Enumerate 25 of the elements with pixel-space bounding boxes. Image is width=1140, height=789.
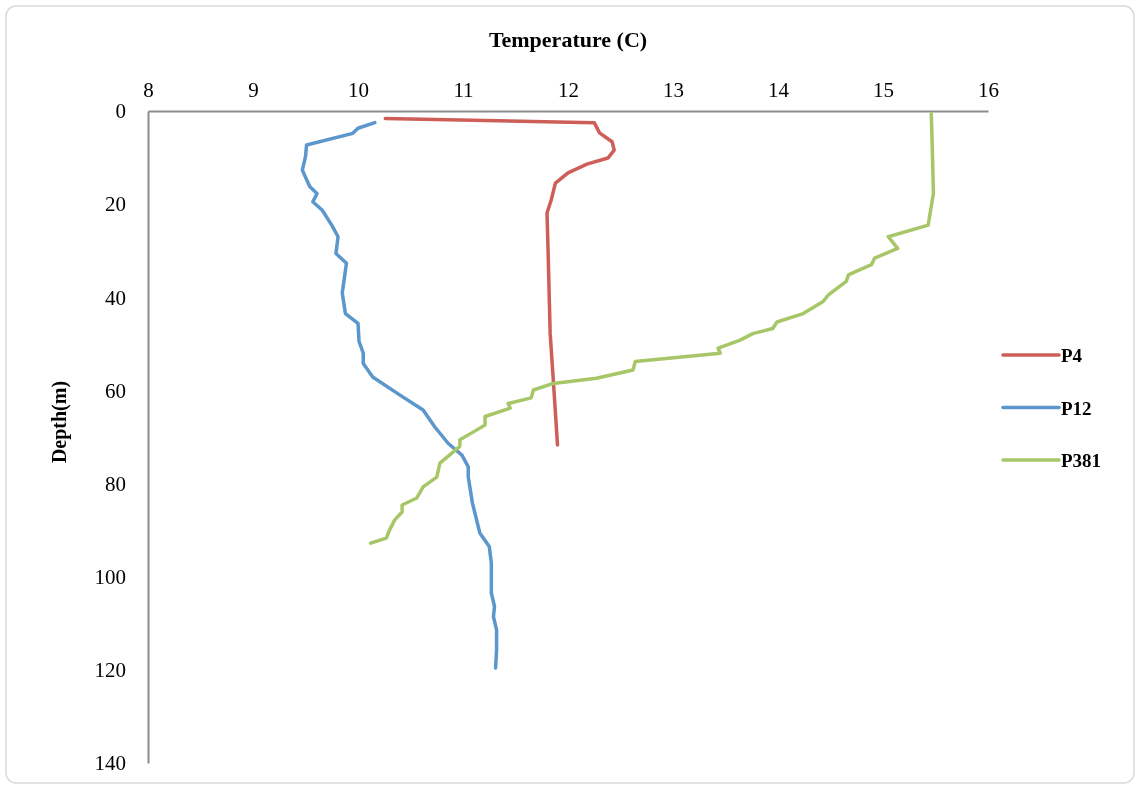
line-series [383,116,616,447]
x-tick-label: 11 [453,78,474,102]
x-tick-label: 15 [873,78,894,102]
x-tick-label: 12 [558,78,579,102]
y-tick-label: 140 [94,751,126,776]
legend-label: P12 [1061,397,1092,419]
line-series [300,120,499,670]
y-tick-label: 100 [94,564,126,589]
legend-label: P4 [1061,345,1083,366]
x-axis-title: Temperature (C) [488,27,648,52]
legend-label: P381 [1061,450,1102,471]
x-tick-label: 16 [978,78,999,102]
x-tick-label: 13 [663,78,684,102]
x-tick-label: 14 [768,78,790,102]
y-tick-label: 0 [115,99,126,124]
y-tick-label: 40 [105,285,126,310]
x-tick-label: 8 [143,78,154,102]
y-tick-label: 80 [105,471,126,496]
y-tick-label: 60 [105,378,126,403]
x-tick-label: 9 [248,78,259,102]
line-series [368,112,936,545]
x-tick-label: 10 [348,78,369,102]
y-tick-label: 20 [105,192,126,217]
y-tick-label: 120 [94,658,126,683]
y-axis-title: Depth(m) [48,380,71,464]
